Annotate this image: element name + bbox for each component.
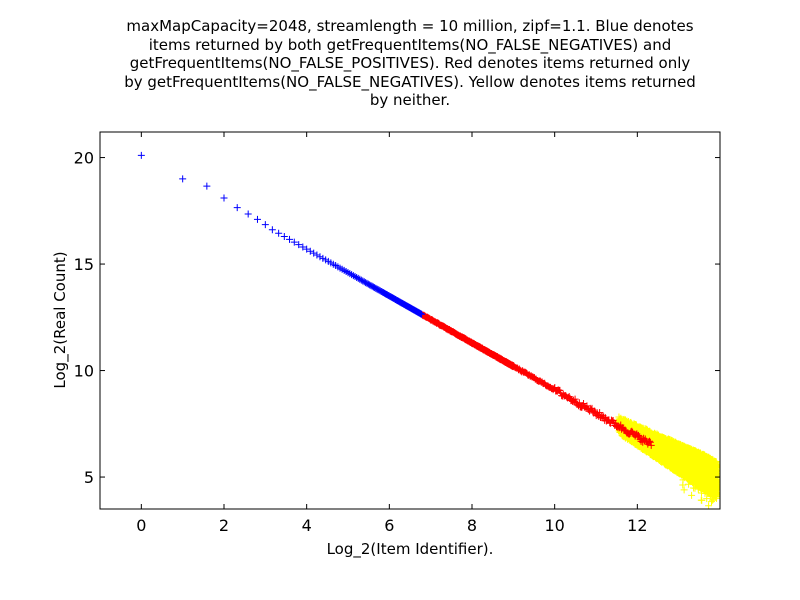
series-both-marker bbox=[244, 210, 252, 218]
series-both-marker bbox=[310, 249, 318, 257]
y-axis-label: Log_2(Real Count) bbox=[51, 251, 70, 388]
series-neither-marker bbox=[680, 486, 688, 494]
series-both-marker bbox=[275, 229, 283, 237]
x-tick-label: 10 bbox=[544, 516, 564, 535]
chart-title-line: by neither. bbox=[369, 91, 451, 109]
chart-title-line: getFrequentItems(NO_FALSE_POSITIVES). Re… bbox=[129, 54, 691, 72]
series-both-marks bbox=[137, 151, 426, 318]
chart-title-line: by getFrequentItems(NO_FALSE_NEGATIVES).… bbox=[124, 72, 696, 91]
plot-frame bbox=[99, 131, 721, 510]
series-both-marker bbox=[179, 175, 187, 183]
series-both-marker bbox=[253, 215, 261, 223]
y-tick-label: 10 bbox=[74, 362, 94, 381]
x-tick-label: 2 bbox=[219, 516, 229, 535]
x-tick-label: 0 bbox=[136, 516, 146, 535]
x-tick-label: 4 bbox=[302, 516, 312, 535]
x-axis-ticks: 0 2 4 6 8 10 12 bbox=[136, 132, 648, 535]
series-both-marker bbox=[203, 182, 211, 190]
series-both-marker bbox=[220, 194, 228, 202]
chart-title-line: items returned by both getFrequentItems(… bbox=[148, 35, 672, 54]
y-tick-label: 20 bbox=[74, 149, 94, 168]
x-axis-label: Log_2(Item Identifier). bbox=[327, 540, 494, 559]
chart-title: maxMapCapacity=2048, streamlength = 10 m… bbox=[100, 17, 720, 110]
x-tick-label: 6 bbox=[384, 516, 394, 535]
x-tick-label: 12 bbox=[627, 516, 647, 535]
y-tick-label: 5 bbox=[84, 468, 94, 487]
series-both-marker bbox=[233, 204, 241, 212]
series-neither-marker bbox=[688, 491, 696, 499]
series-no-false-negatives-only-marks bbox=[418, 311, 655, 449]
y-tick-label: 15 bbox=[74, 255, 94, 274]
series-both-marker bbox=[268, 226, 276, 234]
series-both-marker bbox=[137, 151, 145, 159]
series-both-marker bbox=[261, 221, 269, 229]
x-tick-label: 8 bbox=[467, 516, 477, 535]
series-neither-marker bbox=[698, 496, 706, 504]
chart-title-line: maxMapCapacity=2048, streamlength = 10 m… bbox=[126, 17, 694, 35]
series-both-marker bbox=[313, 251, 321, 259]
series-neither-marks bbox=[615, 413, 721, 510]
